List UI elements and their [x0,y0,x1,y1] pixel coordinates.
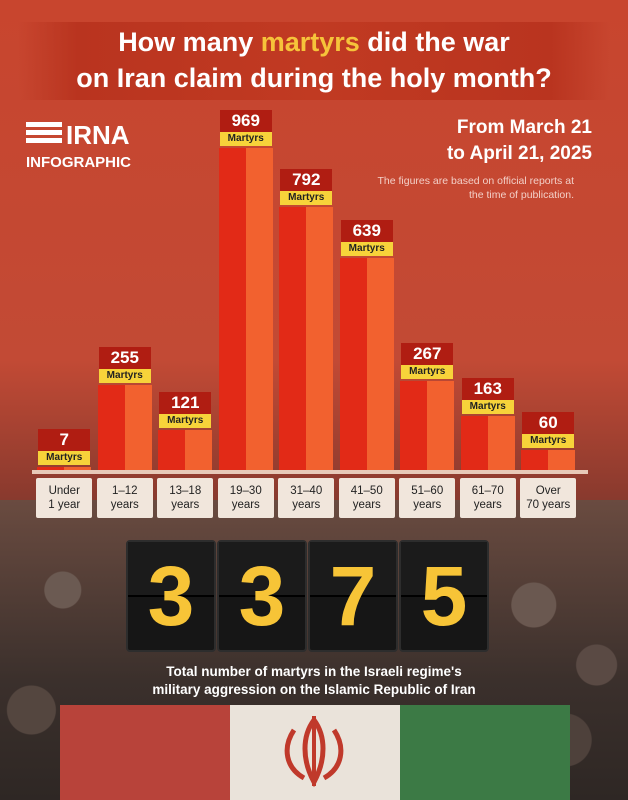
counter-digit-tile: 5 [399,540,489,652]
bar-unit-label: Martyrs [38,451,91,465]
bar-5 [339,257,394,470]
title-banner [18,22,610,100]
counter-digit-tile: 3 [126,540,216,652]
caption-line-1: Total number of martyrs in the Israeli r… [166,664,462,679]
category-label: 19–30 years [217,478,274,518]
bar-value-label: 969 [219,110,272,132]
bar-7 [460,415,515,470]
bar-unit-label: Martyrs [159,413,212,428]
category-label: 31–40 years [278,478,335,518]
date-range: From March 21 to April 21, 2025 [332,115,592,167]
bar-value-label: 639 [340,219,393,242]
bar-value-label: 792 [280,168,333,191]
title-highlight: martyrs [260,27,360,57]
bar-unit-label: Martyrs [98,369,151,384]
bar-1 [97,385,152,470]
bar-6 [400,381,455,470]
bar-value-label: 7 [38,429,91,451]
bar-value-label: 267 [401,343,454,366]
counter-digit: 7 [329,549,377,643]
bar-0 [37,467,92,470]
category-label: 61–70 years [459,478,516,518]
bar-value-label: 60 [522,412,575,435]
caption-line-2: military aggression on the Islamic Repub… [152,682,476,697]
date-range-line-1: From March 21 [456,117,592,138]
bar-value-label: 255 [98,347,151,370]
chart-baseline [32,470,588,474]
category-label: Under 1 year [36,478,93,518]
category-label: 1–12 years [96,478,153,518]
total-caption: Total number of martyrs in the Israeli r… [0,663,628,699]
bar-unit-label: Martyrs [219,132,272,146]
bar-8 [521,450,576,470]
counter-digit: 3 [238,549,286,643]
bar-4 [279,206,334,470]
counter-digit-tile: 7 [308,540,398,652]
bar-unit-label: Martyrs [340,241,393,256]
bar-3 [218,148,273,470]
title-text-b: did the war [359,27,510,57]
category-label: 41–50 years [338,478,395,518]
counter-digit-tile: 3 [217,540,307,652]
bar-unit-label: Martyrs [522,434,575,449]
category-label: 13–18 years [157,478,214,518]
counter-digit: 3 [147,549,195,643]
title-text-a: How many [118,27,261,57]
title-line-1: How many martyrs did the war [0,24,628,60]
title-line-2: on Iran claim during the holy month? [76,63,552,93]
bar-value-label: 163 [461,377,514,400]
iran-flag-image [60,705,570,800]
logo-subtitle: INFOGRAPHIC [26,154,131,171]
category-label: 51–60 years [399,478,456,518]
irna-logo: IRNA INFOGRAPHIC [26,120,131,171]
bar-unit-label: Martyrs [280,190,333,205]
bar-2 [158,429,213,470]
logo-brand: IRNA [66,120,130,150]
flag-emblem-icon [284,715,344,788]
source-note: The figures are based on official report… [377,175,574,201]
category-label: Over 70 years [520,478,577,518]
irna-logo-icon [26,122,62,146]
bar-unit-label: Martyrs [401,365,454,380]
counter-digit: 5 [420,549,468,643]
bar-value-label: 121 [159,391,212,414]
bar-unit-label: Martyrs [461,399,514,414]
date-range-line-2: to April 21, 2025 [446,143,592,164]
